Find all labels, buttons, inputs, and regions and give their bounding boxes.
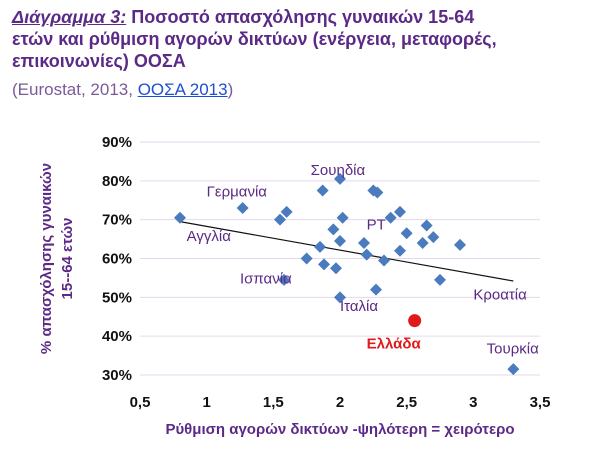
source-open: (Eurostat, 2013, xyxy=(12,80,138,99)
data-point xyxy=(318,258,330,271)
data-point xyxy=(370,283,382,296)
data-point xyxy=(507,363,520,376)
source-close: ) xyxy=(227,80,234,99)
country-label: Τουρκία xyxy=(487,341,539,358)
country-label: Γερμανία xyxy=(207,183,268,200)
data-point xyxy=(300,252,313,265)
data-point xyxy=(416,236,429,249)
chart-title: Διάγραμμα 3: Ποσοστό απασχόλησης γυναικώ… xyxy=(12,6,587,72)
data-point xyxy=(378,254,390,267)
x-tick-label: 3 xyxy=(469,394,477,411)
y-tick-label: 60% xyxy=(102,251,132,268)
y-tick-label: 50% xyxy=(102,289,132,306)
x-axis-label: Ρύθμιση αγορών δικτύων -ψηλότερη = χειρό… xyxy=(165,421,514,438)
x-tick-label: 1,5 xyxy=(263,394,284,411)
title-line-2: ετών και ρύθμιση αγορών δικτύων (ενέργει… xyxy=(12,29,497,49)
country-label: Ιταλία xyxy=(340,298,378,315)
highlight-point xyxy=(408,314,422,328)
data-point xyxy=(360,248,373,261)
y-tick-label: 90% xyxy=(102,134,132,151)
highlight-label: Ελλάδα xyxy=(367,336,422,353)
data-point xyxy=(327,223,340,236)
data-point xyxy=(316,184,329,197)
x-tick-label: 0,5 xyxy=(130,394,151,411)
data-point xyxy=(330,262,342,275)
x-tick-label: 1 xyxy=(202,394,210,411)
y-tick-label: 40% xyxy=(102,328,132,345)
data-point xyxy=(278,273,290,286)
source-note: (Eurostat, 2013, ΟΟΣΑ 2013) xyxy=(12,80,233,100)
title-prefix: Διάγραμμα 3: xyxy=(12,7,127,27)
data-point xyxy=(394,244,406,257)
data-point xyxy=(280,205,293,218)
y-axis-label: % απασχόλησης γυναικών xyxy=(38,163,55,354)
data-point xyxy=(336,211,349,224)
country-label: Αγγλία xyxy=(187,228,232,245)
data-point xyxy=(384,211,397,224)
y-tick-label: 30% xyxy=(102,367,132,384)
data-point xyxy=(334,172,346,185)
y-tick-label: 70% xyxy=(102,212,132,229)
x-tick-label: 2 xyxy=(336,394,344,411)
title-line-1: Ποσοστό απασχόλησης γυναικών 15-64 xyxy=(126,7,475,27)
country-label: Κροατία xyxy=(473,286,527,303)
country-label: Ισπανία xyxy=(240,271,292,288)
data-point xyxy=(174,211,186,224)
data-point xyxy=(454,238,466,251)
country-label: PT xyxy=(367,216,386,233)
country-label: Σουηδία xyxy=(311,162,366,179)
data-point xyxy=(434,273,446,286)
trendline xyxy=(179,221,514,282)
data-point xyxy=(420,219,433,232)
data-point xyxy=(371,186,384,199)
title-line-3: επικοινωνίες) ΟΟΣΑ xyxy=(12,51,186,71)
data-point xyxy=(236,202,249,215)
x-tick-label: 3,5 xyxy=(530,394,551,411)
data-point xyxy=(394,205,406,218)
source-link[interactable]: ΟΟΣΑ 2013 xyxy=(137,80,228,99)
data-point xyxy=(358,236,370,249)
data-point xyxy=(334,291,346,304)
data-point xyxy=(400,227,413,240)
y-tick-label: 80% xyxy=(102,173,132,190)
data-point xyxy=(427,231,440,244)
data-point xyxy=(334,235,346,248)
y-axis-label: 15--64 ετών xyxy=(59,218,76,300)
data-point xyxy=(274,213,286,226)
data-point xyxy=(314,240,326,253)
x-tick-label: 2,5 xyxy=(396,394,417,411)
